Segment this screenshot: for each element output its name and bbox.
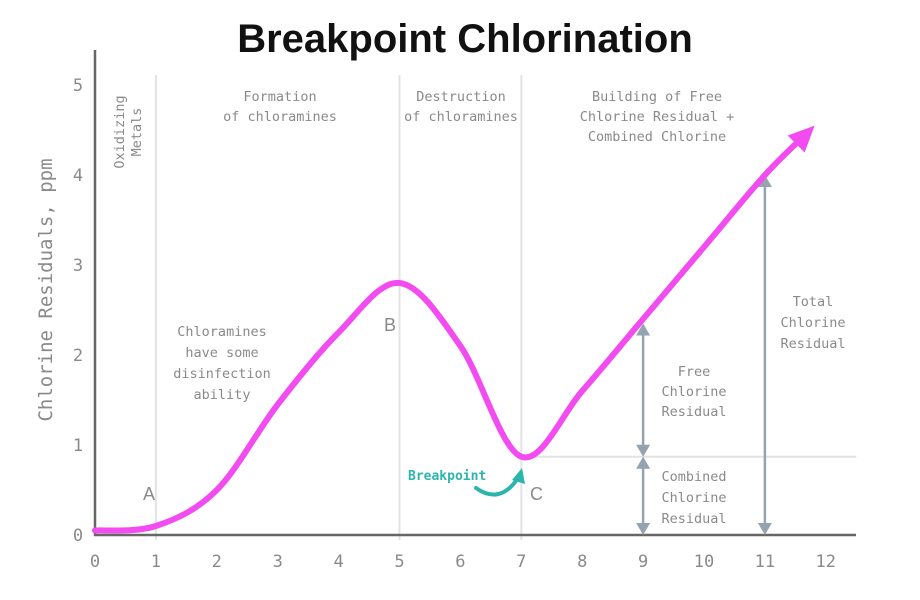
y-axis-label: Chlorine Residuals, ppm (35, 158, 57, 421)
combined-chlorine-arrow (636, 456, 651, 535)
phase-label-oxidizing: OxidizingMetals (112, 95, 145, 168)
x-tick-label: 7 (516, 552, 526, 572)
note-chloramines: Chloramines have some disinfection ability (173, 324, 271, 403)
note-combined-chlorine: Combined Chlorine Residual (661, 469, 726, 527)
y-tick-label: 5 (73, 76, 83, 96)
x-tick-label: 10 (694, 552, 714, 572)
y-tick-label: 3 (73, 256, 83, 276)
x-tick-label: 4 (333, 552, 343, 572)
y-tick-labels: 0 1 2 3 4 5 (73, 76, 83, 546)
chlorine-residual-curve (92, 129, 811, 534)
phase-label-building: Building of Free Chlorine Residual + Combi… (580, 89, 734, 145)
x-tick-labels: 0 1 2 3 4 5 6 7 8 9 10 11 12 (90, 552, 836, 572)
y-tick-label: 1 (73, 436, 83, 456)
x-tick-label: 9 (638, 552, 648, 572)
breakpoint-arrow (474, 476, 520, 497)
y-tick-label: 0 (73, 526, 83, 546)
free-chlorine-arrow (636, 323, 651, 457)
breakpoint-arrowhead (512, 468, 525, 484)
y-tick-label: 2 (73, 346, 83, 366)
x-tick-label: 8 (577, 552, 587, 572)
x-tick-label: 6 (455, 552, 465, 572)
x-tick-label: 12 (816, 552, 836, 572)
note-total-chlorine: Total Chlorine Residual (780, 294, 845, 352)
x-tick-label: 5 (394, 552, 404, 572)
residual-arrows (636, 175, 772, 535)
breakpoint-label: Breakpoint (408, 469, 486, 484)
x-tick-label: 3 (273, 552, 283, 572)
total-chlorine-arrow (757, 175, 772, 535)
point-label-a: A (143, 484, 155, 504)
curve-arrowhead (787, 125, 815, 153)
note-free-chlorine: Free Chlorine Residual (661, 364, 726, 420)
x-tick-label: 2 (212, 552, 222, 572)
point-label-b: B (384, 315, 396, 335)
y-tick-label: 4 (73, 166, 83, 186)
phase-label-destruction: Destruction of chloramines (404, 89, 518, 125)
phase-dividers (154, 75, 523, 540)
x-tick-label: 11 (755, 552, 775, 572)
point-label-c: C (530, 484, 543, 504)
x-tick-label: 1 (151, 552, 161, 572)
x-tick-label: 0 (90, 552, 100, 572)
chart-title: Breakpoint Chlorination (237, 17, 693, 61)
phase-label-formation: Formation of chloramines (223, 89, 337, 125)
